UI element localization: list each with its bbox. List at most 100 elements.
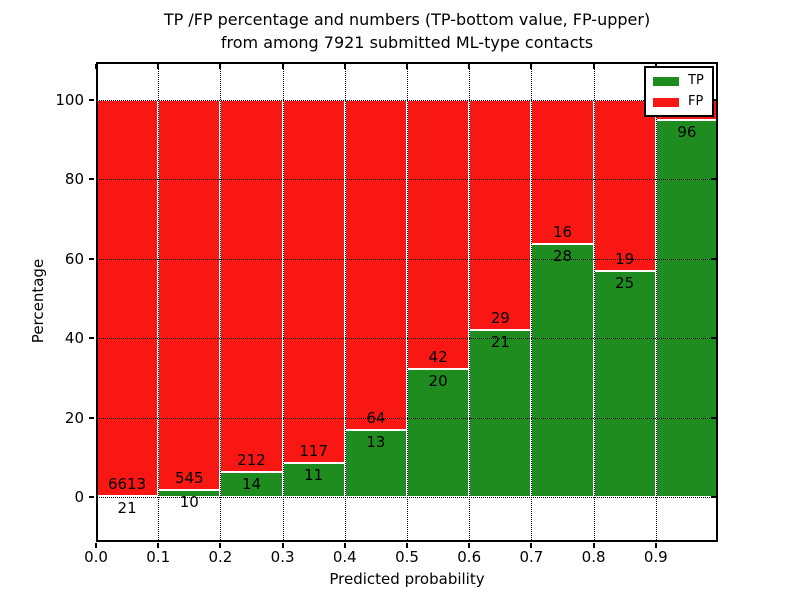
v-gridline-0.8 <box>593 62 595 542</box>
chart-title: TP /FP percentage and numbers (TP-bottom… <box>96 8 718 54</box>
fp-bar-6 <box>469 100 532 331</box>
x-tick-mark-bottom-0.4 <box>343 543 346 548</box>
y-tick-mark-right-20 <box>711 416 716 419</box>
legend-label-fp: FP <box>688 94 704 109</box>
tp-bar-9 <box>655 119 718 497</box>
fp-count-label-3: 117 <box>299 441 328 460</box>
y-tick-mark-left-0 <box>89 496 94 498</box>
y-tick-label-5: 100 <box>55 91 84 109</box>
fp-bar-1 <box>158 100 221 490</box>
chart-title-line2: from among 7921 submitted ML-type contac… <box>220 33 594 52</box>
tp-count-label-9: 96 <box>677 122 697 141</box>
chart-title-line1: TP /FP percentage and numbers (TP-bottom… <box>163 10 651 29</box>
x-tick-mark-top-0.6 <box>468 64 471 69</box>
tp-count-label-3: 11 <box>304 465 324 484</box>
tp-legend-swatch <box>653 76 679 86</box>
fp-count-label-8: 19 <box>615 250 635 269</box>
fp-bar-3 <box>282 100 345 463</box>
fp-bar-2 <box>220 100 283 473</box>
tp-bar-5 <box>407 368 470 497</box>
y-tick-mark-left-40 <box>89 337 94 340</box>
fp-count-label-2: 212 <box>237 451 266 470</box>
y-tick-mark-right-40 <box>711 337 716 340</box>
legend-item-tp: TP <box>653 74 705 88</box>
legend-label-tp: TP <box>688 73 704 88</box>
y-tick-mark-right-0 <box>711 496 716 498</box>
x-tick-label-0: 0.0 <box>84 548 108 566</box>
fp-bar-8 <box>593 100 656 272</box>
tp-bar-7 <box>531 244 594 497</box>
y-tick-mark-left-20 <box>89 416 94 419</box>
x-axis-label: Predicted probability <box>329 570 485 588</box>
x-tick-label-5: 0.5 <box>395 548 419 566</box>
v-gridline-0.3 <box>282 62 284 542</box>
tp-bar-3 <box>282 462 345 497</box>
x-tick-mark-top-0.8 <box>592 64 595 69</box>
tp-count-label-1: 10 <box>179 492 199 511</box>
v-gridline-0.7 <box>531 62 533 542</box>
x-tick-label-8: 0.8 <box>581 548 606 566</box>
x-tick-label-1: 0.1 <box>146 548 171 566</box>
x-tick-mark-bottom-0.5 <box>406 543 408 548</box>
x-tick-mark-top-0.5 <box>406 64 408 69</box>
x-tick-mark-top-0.4 <box>343 64 346 69</box>
x-tick-mark-top-0.2 <box>219 64 222 69</box>
x-tick-mark-bottom-0.3 <box>281 543 284 548</box>
y-tick-label-3: 60 <box>64 249 84 268</box>
tp-count-label-2: 14 <box>241 475 262 494</box>
fp-count-label-6: 29 <box>490 309 510 328</box>
y-tick-label-2: 40 <box>64 329 84 348</box>
x-tick-mark-bottom-0.6 <box>468 543 471 548</box>
v-gridline-0.9 <box>655 62 657 542</box>
v-gridline-0.1 <box>158 62 160 542</box>
x-tick-mark-bottom-0.1 <box>157 543 160 548</box>
fp-legend-swatch <box>653 97 679 107</box>
y-tick-mark-right-60 <box>711 257 716 260</box>
fp-bar-5 <box>407 100 470 369</box>
fp-bar-4 <box>344 100 407 430</box>
fp-bar-0 <box>96 100 159 496</box>
y-tick-mark-left-100 <box>89 99 94 101</box>
tp-count-label-4: 13 <box>366 432 386 451</box>
plot-area: TP FP 0 20 40 60 80 100 0.0 0.1 0.2 0.3 0.4 0.5 0.6 0… <box>55 62 718 566</box>
x-tick-mark-top-0.7 <box>530 64 533 69</box>
x-tick-label-6: 0.6 <box>457 548 482 566</box>
x-tick-mark-bottom-0.2 <box>219 543 222 548</box>
y-axis-label: Percentage <box>29 258 47 344</box>
tp-bar-6 <box>469 330 532 497</box>
x-tick-mark-bottom-0.7 <box>530 543 533 548</box>
fp-count-label-1: 545 <box>174 468 204 487</box>
y-tick-label-1: 20 <box>64 408 84 427</box>
v-gridline-0.2 <box>220 62 222 542</box>
v-gridline-0.6 <box>469 62 471 542</box>
x-tick-label-9: 0.9 <box>643 548 668 566</box>
legend: TP FP <box>644 66 714 117</box>
tp-count-label-0: 21 <box>117 498 137 517</box>
legend-item-fp: FP <box>653 95 705 109</box>
y-tick-label-4: 80 <box>64 170 84 189</box>
x-tick-label-4: 0.4 <box>332 548 357 566</box>
y-tick-mark-right-80 <box>711 178 716 181</box>
y-tick-mark-left-80 <box>89 178 94 181</box>
x-tick-label-3: 0.3 <box>270 548 295 566</box>
x-tick-mark-bottom-0.9 <box>654 543 657 548</box>
x-tick-mark-bottom-0.0 <box>95 543 97 548</box>
x-tick-mark-bottom-0.8 <box>592 543 595 548</box>
fp-count-label-7: 16 <box>552 223 573 242</box>
v-gridline-0.5 <box>407 62 408 542</box>
fp-count-label-4: 64 <box>366 408 386 427</box>
x-tick-label-2: 0.2 <box>208 548 233 566</box>
x-tick-mark-top-0.1 <box>157 64 160 69</box>
v-gridline-0.4 <box>344 62 346 542</box>
tp-count-label-5: 20 <box>428 371 448 390</box>
y-tick-label-0: 0 <box>74 488 84 506</box>
tp-bar-8 <box>593 271 656 497</box>
x-tick-mark-top-0.3 <box>281 64 284 69</box>
x-tick-label-7: 0.7 <box>519 548 544 566</box>
fp-count-label-5: 42 <box>428 347 448 366</box>
tp-count-label-6: 21 <box>490 333 510 352</box>
tp-count-label-7: 28 <box>552 247 573 266</box>
y-tick-mark-left-60 <box>89 257 94 260</box>
x-tick-mark-top-0.0 <box>95 64 97 69</box>
